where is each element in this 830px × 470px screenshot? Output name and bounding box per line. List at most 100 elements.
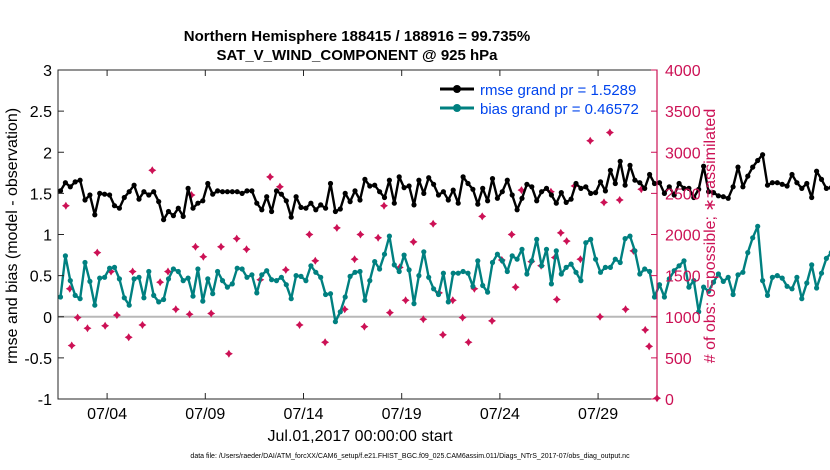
- x-tick-label: 07/24: [480, 406, 520, 423]
- rmse-point: [710, 190, 717, 196]
- bias-point: [691, 278, 697, 284]
- obs-assimilated-point: [266, 172, 275, 181]
- y-left-tick-label: 1: [43, 228, 52, 245]
- obs-assimilated-point: [507, 230, 516, 239]
- bias-point: [249, 272, 255, 278]
- obs-assimilated-point: [448, 296, 457, 305]
- obs-assimilated-point: [340, 305, 349, 314]
- rmse-point: [823, 185, 830, 191]
- rmse-point: [244, 188, 250, 194]
- rmse-point: [215, 188, 221, 194]
- x-tick-label: 07/14: [283, 406, 323, 423]
- bias-point: [696, 309, 702, 315]
- rmse-point: [141, 189, 147, 195]
- bias-point: [750, 235, 756, 241]
- bias-point: [406, 267, 412, 273]
- rmse-point: [283, 198, 289, 204]
- rmse-point: [578, 185, 584, 191]
- bias-point: [288, 296, 294, 302]
- bias-point: [465, 270, 471, 276]
- rmse-point: [146, 192, 152, 198]
- legend-bias-label: bias grand pr = 0.46572: [480, 101, 639, 118]
- obs-assimilated-point: [562, 237, 571, 246]
- obs-assimilated-point: [224, 349, 233, 358]
- rmse-point: [548, 192, 555, 198]
- bias-point: [730, 291, 736, 298]
- bias-point: [224, 284, 230, 290]
- bias-point: [239, 266, 245, 272]
- bias-point: [524, 271, 530, 277]
- rmse-point: [563, 199, 569, 205]
- rmse-point: [504, 177, 510, 183]
- y-right-tick-label: 1500: [665, 269, 701, 286]
- rmse-point: [224, 189, 230, 195]
- rmse-point: [87, 192, 93, 198]
- bias-point: [92, 302, 98, 308]
- rmse-point: [210, 191, 216, 197]
- data-file-footnote: data file: /Users/raeder/DAI/ATM_forcXX/…: [190, 453, 630, 460]
- bias-point: [372, 259, 378, 265]
- bias-point: [647, 268, 653, 275]
- bias-point: [573, 269, 579, 275]
- bias-point: [460, 268, 466, 275]
- rmse-point: [97, 190, 103, 196]
- bias-point: [715, 271, 722, 277]
- y-right-tick-label: 2000: [665, 228, 701, 245]
- bias-point: [77, 296, 83, 302]
- rmse-point: [804, 180, 810, 187]
- bias-point: [426, 274, 432, 280]
- bias-point: [67, 278, 73, 284]
- rmse-point: [769, 180, 776, 186]
- bias-point: [57, 294, 64, 300]
- rmse-point: [681, 185, 687, 191]
- rmse-point: [568, 196, 574, 202]
- obs-assimilated-point: [360, 322, 369, 331]
- rmse-point: [602, 188, 609, 194]
- legend: rmse grand pr = 1.5289 bias grand pr = 0…: [440, 82, 639, 118]
- bias-point: [82, 259, 88, 266]
- rmse-point: [818, 176, 825, 182]
- rmse-point: [583, 184, 589, 190]
- obs-assimilated-point: [511, 283, 520, 292]
- obs-assimilated-point: [101, 321, 110, 330]
- bias-point: [97, 275, 103, 281]
- obs-assimilated-point: [207, 309, 216, 318]
- rmse-point: [264, 194, 270, 200]
- bias-point: [200, 298, 206, 304]
- bias-point: [485, 289, 491, 295]
- rmse-point: [416, 177, 422, 183]
- rmse-point: [774, 180, 780, 186]
- bias-point: [809, 262, 815, 268]
- rmse-point: [249, 188, 255, 194]
- rmse-point: [259, 207, 265, 213]
- obs-assimilated-point: [232, 234, 241, 243]
- rmse-point: [401, 185, 407, 191]
- rmse-point: [337, 206, 343, 212]
- bias-point: [519, 246, 525, 252]
- y-axis-label-right: # of obs: o=possible; ∗=assimilated: [702, 109, 719, 363]
- rmse-point: [573, 180, 579, 187]
- obs-assimilated-point: [171, 305, 180, 314]
- obs-assimilated-point: [275, 182, 284, 191]
- bias-point: [632, 248, 638, 254]
- bias-point: [666, 276, 672, 282]
- obs-assimilated-point: [124, 333, 133, 342]
- x-tick-label: 07/19: [382, 406, 422, 423]
- bias-point: [205, 276, 211, 282]
- chart-title-line2: SAT_V_WIND_COMPONENT @ 925 hPa: [216, 47, 498, 64]
- bias-point: [165, 276, 172, 282]
- y-left-tick-label: -0.5: [24, 351, 52, 368]
- obs-assimilated-point: [586, 136, 595, 145]
- obs-assimilated-point: [356, 230, 365, 239]
- rmse-point: [303, 205, 309, 211]
- bias-point: [529, 258, 535, 264]
- rmse-point: [475, 201, 481, 207]
- bias-point: [161, 296, 167, 303]
- rmse-point: [323, 205, 329, 211]
- obs-assimilated-point: [409, 237, 418, 246]
- bias-point: [539, 263, 545, 269]
- rmse-point: [740, 184, 746, 190]
- obs-assimilated-point: [67, 341, 76, 350]
- bias-point: [642, 266, 648, 272]
- bias-point: [534, 236, 540, 242]
